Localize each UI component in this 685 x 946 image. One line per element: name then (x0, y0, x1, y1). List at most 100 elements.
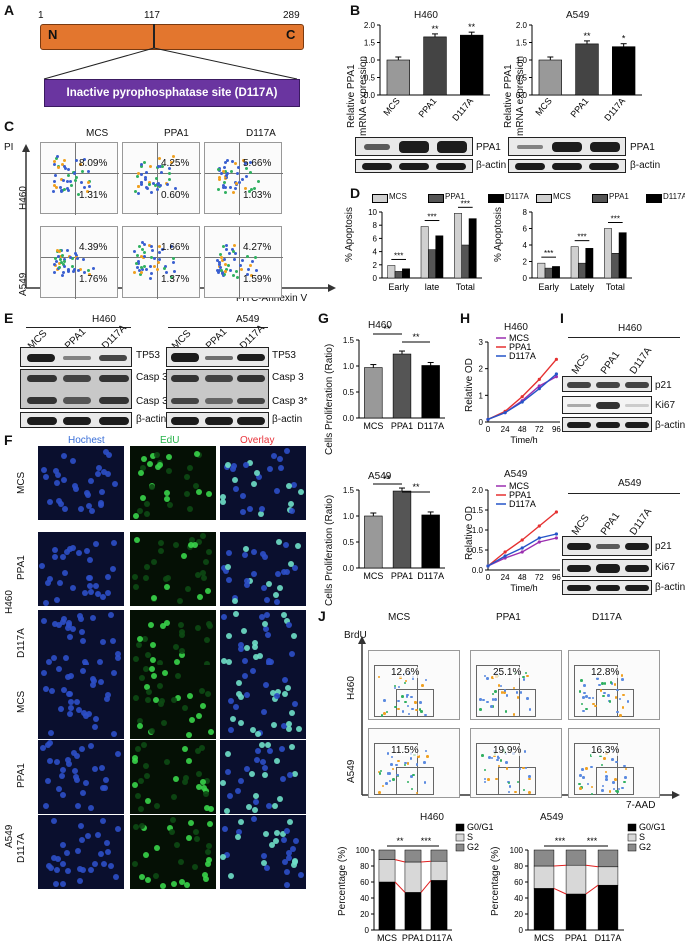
flow-dot (61, 178, 65, 182)
cell (75, 707, 82, 714)
flow-dot (406, 780, 410, 784)
cell (251, 570, 258, 577)
cell (86, 711, 93, 718)
lower-right-pct: 1.03% (243, 190, 272, 201)
bar (585, 248, 594, 279)
flow-dot (603, 757, 606, 760)
cell (142, 762, 149, 769)
flow-dot (379, 769, 383, 773)
cell (250, 480, 257, 487)
legend-swatch (627, 833, 637, 842)
cell (254, 757, 261, 764)
cell (232, 485, 239, 492)
cell (138, 822, 145, 829)
flow-dot (156, 182, 160, 186)
cell (220, 493, 227, 500)
cell (232, 611, 239, 617)
panel-label-e: E (4, 310, 14, 326)
flow-dot (151, 249, 155, 253)
cell (64, 625, 71, 632)
c-flow-h460-ppa1: 4.25% 0.60% (122, 142, 201, 215)
flow-dot (608, 790, 612, 793)
series-point (537, 536, 541, 540)
bar (392, 490, 412, 569)
cell (281, 691, 288, 698)
flow-dot (581, 768, 584, 771)
cell (253, 654, 260, 661)
cell (269, 689, 276, 696)
cell (277, 795, 284, 802)
cell (179, 651, 186, 658)
cell (191, 863, 198, 870)
cell (133, 824, 140, 831)
e-a549-casp3 (166, 369, 269, 409)
cell (239, 509, 246, 516)
cell (148, 666, 155, 673)
flow-dot (220, 271, 224, 275)
cell (229, 716, 236, 723)
cell (261, 621, 268, 628)
cell (254, 730, 261, 737)
flow-dot (159, 183, 163, 187)
gate-box (396, 689, 434, 717)
cell (52, 553, 59, 560)
cell (39, 563, 46, 570)
y-tick-label: 20 (514, 910, 523, 919)
flow-dot (626, 700, 630, 703)
bar (538, 59, 563, 96)
flow-dot (396, 773, 399, 777)
flow-dot (409, 757, 413, 760)
y-tick-label: 1.5 (343, 336, 355, 345)
flow-dot (241, 177, 245, 181)
cell (55, 497, 62, 504)
cell (232, 703, 239, 710)
y-tick-label: 60 (514, 878, 523, 887)
cell (87, 478, 94, 485)
cell (138, 778, 145, 785)
cell (280, 723, 287, 730)
flow-dot (248, 170, 252, 174)
sig-label: *** (611, 215, 620, 224)
flow-dot (518, 767, 522, 771)
flow-dot (507, 790, 511, 794)
flow-dot (54, 173, 58, 177)
flow-dot (410, 695, 413, 698)
sig-label: *** (461, 199, 470, 208)
flow-dot (390, 763, 393, 766)
cell (284, 869, 291, 876)
cell (60, 553, 67, 560)
series-point (537, 384, 541, 388)
flow-dot (388, 779, 392, 782)
f-a549-d117a-edu (130, 815, 216, 889)
cell (70, 544, 77, 551)
cell (42, 686, 49, 693)
flow-dot (57, 265, 61, 269)
flow-dot (414, 701, 417, 704)
f-a549-mcs-hochest (38, 665, 124, 739)
y-tick-label: 40 (360, 894, 369, 903)
cell (171, 793, 178, 800)
cell (143, 683, 150, 690)
protein-bar (40, 24, 304, 50)
legend-swatch (627, 823, 637, 832)
cell (277, 465, 284, 472)
bar (544, 267, 553, 279)
cell (225, 632, 232, 639)
gate-pct: 19.9% (493, 745, 522, 756)
stacked-segment (430, 849, 448, 862)
cell (221, 658, 228, 665)
flow-dot (585, 707, 588, 711)
cell (93, 583, 100, 590)
cell (238, 645, 245, 652)
cell (47, 740, 54, 747)
cell (72, 768, 79, 775)
flow-dot (397, 707, 400, 711)
flow-dot (250, 187, 254, 191)
flow-dot (423, 781, 427, 784)
flow-dot (613, 683, 617, 686)
cell (206, 490, 213, 497)
trend-line (553, 887, 567, 895)
flow-dot (236, 276, 240, 279)
y-tick-label: 0.5 (472, 546, 484, 555)
cell (252, 806, 259, 813)
